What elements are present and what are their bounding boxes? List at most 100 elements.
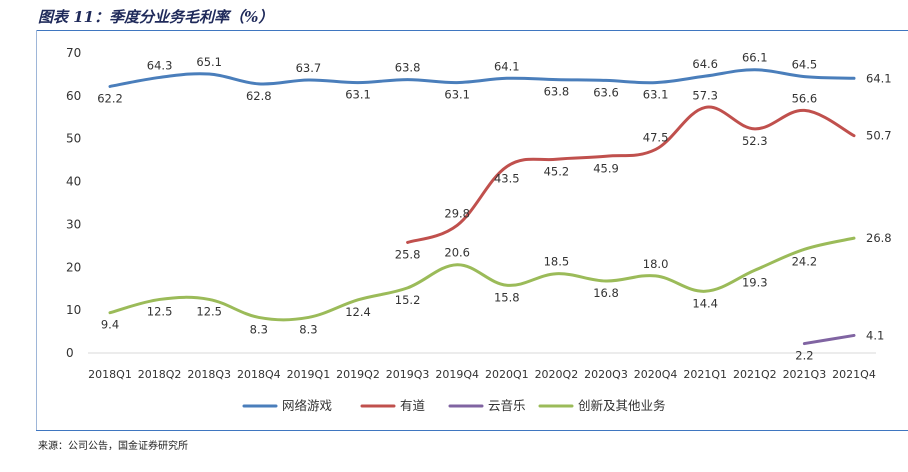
y-tick-label: 50 [66,132,81,146]
data-point [406,78,409,81]
data-label: 52.3 [742,134,768,148]
y-tick-label: 30 [66,217,81,231]
data-label: 66.1 [742,51,768,65]
x-tick-label: 2021Q3 [783,368,827,381]
data-label: 9.4 [101,318,119,332]
data-label: 65.1 [196,55,222,69]
data-label: 64.3 [147,58,173,72]
data-point [753,68,756,71]
x-tick-label: 2020Q3 [584,368,628,381]
y-tick-label: 0 [66,346,74,360]
data-label: 56.6 [792,91,818,105]
data-label: 63.6 [593,85,619,99]
y-tick-label: 40 [66,175,81,189]
data-label: 25.8 [395,247,421,261]
data-label: 43.5 [494,172,520,186]
footer-rule [36,430,908,431]
x-tick-label: 2021Q1 [683,368,727,381]
y-tick-label: 10 [66,303,81,317]
data-label: 18.5 [544,255,570,269]
data-point [307,78,310,82]
data-point [555,158,558,161]
x-tick-label: 2019Q2 [336,368,380,381]
data-point [604,155,608,158]
data-point [704,74,707,78]
data-label: 18.0 [643,257,669,271]
data-point [456,81,459,84]
data-point [406,286,409,290]
x-tick-label: 2020Q2 [535,368,579,381]
data-label: 63.8 [544,85,570,99]
legend-label: 云音乐 [488,398,526,413]
data-point [852,334,856,337]
data-point [356,298,360,302]
x-tick-label: 2019Q1 [287,368,331,381]
data-label: 2.2 [795,349,813,363]
data-label: 45.9 [593,161,619,175]
data-point [505,77,508,80]
data-point [852,134,856,137]
x-tick-label: 2019Q4 [435,368,479,381]
y-tick-label: 20 [66,260,81,274]
data-point [753,127,756,131]
data-point [604,79,608,82]
data-label: 63.8 [395,61,421,75]
y-tick-label: 60 [66,89,81,103]
legend-label: 网络游戏 [282,398,332,413]
data-point [803,75,806,78]
data-label: 12.5 [196,304,222,318]
data-point [753,269,756,272]
data-point [208,298,211,301]
data-label: 24.2 [792,254,818,268]
data-label: 12.4 [345,305,371,319]
data-point [406,241,409,244]
title-rule [36,30,908,31]
data-label: 57.3 [692,88,718,102]
data-label: 20.6 [444,246,470,260]
x-tick-label: 2020Q1 [485,368,529,381]
data-label: 14.4 [692,296,718,310]
data-label: 62.2 [97,91,123,105]
data-point [456,263,459,266]
data-point [456,224,459,227]
data-point [555,272,558,275]
legend-label: 创新及其他业务 [578,398,666,413]
data-label: 62.8 [246,89,272,103]
data-label: 63.1 [444,88,470,102]
source-note: 来源：公司公告，国金证券研究所 [38,441,188,452]
data-point [505,284,508,287]
data-label: 45.2 [544,164,570,178]
legend-label: 有道 [400,398,426,413]
data-point [704,290,707,293]
data-point [108,85,112,88]
data-label: 47.5 [643,130,669,144]
x-tick-label: 2018Q1 [88,368,132,381]
data-point [356,81,360,84]
data-label: 15.8 [494,290,520,304]
data-label: 50.7 [866,129,892,143]
x-tick-label: 2020Q4 [634,368,678,381]
frame-left-border [36,30,37,430]
data-label: 64.5 [792,58,818,72]
series-line-3 [108,236,856,322]
y-tick-label: 70 [66,46,81,60]
figure-title: 图表 11：季度分业务毛利率（%） [38,8,274,26]
series-line-2 [802,333,856,346]
data-point [505,165,508,168]
data-point [158,76,161,79]
data-point [803,342,806,345]
data-point [257,82,260,86]
x-tick-label: 2018Q3 [187,368,231,381]
data-label: 12.5 [147,304,173,318]
x-tick-label: 2021Q2 [733,368,777,381]
x-tick-label: 2019Q3 [386,368,430,381]
data-label: 64.1 [494,59,520,73]
x-tick-label: 2018Q4 [237,368,281,381]
data-label: 64.6 [692,57,718,71]
data-label: 64.1 [866,71,892,85]
data-point [307,316,310,319]
data-label: 8.3 [250,322,268,336]
data-label: 63.1 [345,88,371,102]
data-point [654,148,657,151]
